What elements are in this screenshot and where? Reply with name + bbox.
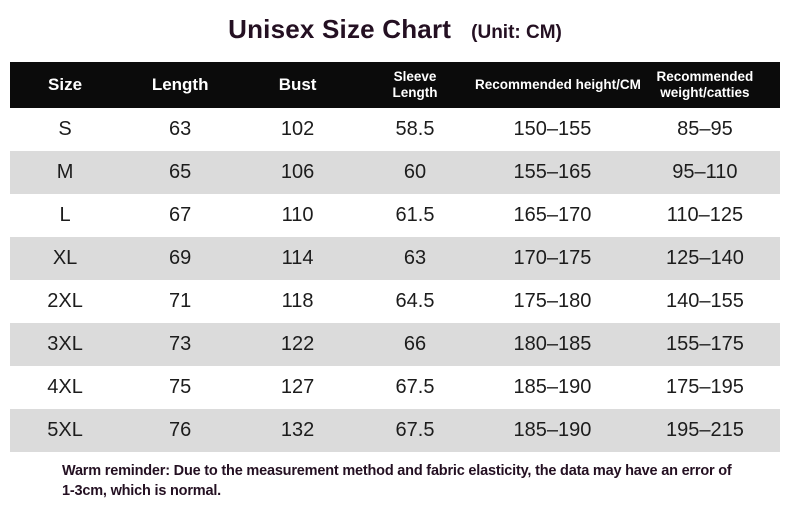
value-cell: 122 <box>280 333 315 355</box>
size-cell: 3XL <box>47 333 83 355</box>
value-cell: 185–190 <box>513 419 592 441</box>
size-chart-table: Size Length Bust Sleeve Length Recommended h… <box>10 62 780 452</box>
value-cell: 175–180 <box>513 290 592 312</box>
value-cell: 106 <box>280 161 315 183</box>
value-cell: 175–195 <box>665 376 744 398</box>
column-header-label: Recommended weight/catties <box>656 69 754 100</box>
size-cell: 4XL <box>47 376 83 398</box>
table-row-s: S 63 102 58.5 150–155 85–95 <box>10 108 780 151</box>
value-cell: 155–165 <box>513 161 592 183</box>
table-row-l: L 67 110 61.5 165–170 110–125 <box>10 194 780 237</box>
table-row-xl: XL 69 114 63 170–175 125–140 <box>10 237 780 280</box>
size-cell: 5XL <box>47 419 83 441</box>
value-cell: 69 <box>169 247 192 269</box>
value-cell: 102 <box>280 118 315 140</box>
column-header-label: Recommended height/CM <box>475 77 641 93</box>
value-cell: 180–185 <box>513 333 592 355</box>
value-cell: 73 <box>169 333 192 355</box>
chart-unit-label: (Unit: CM) <box>471 22 562 43</box>
table-row-3xl: 3XL 73 122 66 180–185 155–175 <box>10 323 780 366</box>
value-cell: 125–140 <box>665 247 744 269</box>
value-cell: 140–155 <box>665 290 744 312</box>
value-cell: 165–170 <box>513 204 592 226</box>
value-cell: 155–175 <box>665 333 744 355</box>
column-header-size: Size <box>10 62 121 108</box>
value-cell: 60 <box>403 161 427 183</box>
chart-title: Unisex Size Chart <box>228 14 452 44</box>
column-header-recommended-height-cm: Recommended height/CM <box>475 62 641 108</box>
value-cell: 71 <box>169 290 192 312</box>
column-header-bust: Bust <box>240 62 355 108</box>
value-cell: 67 <box>169 204 192 226</box>
column-header-length: Length <box>120 62 241 108</box>
value-cell: 66 <box>403 333 427 355</box>
value-cell: 63 <box>169 118 192 140</box>
value-cell: 195–215 <box>665 419 744 441</box>
column-header-label: Bust <box>278 75 317 95</box>
column-header-label: Length <box>151 75 209 95</box>
table-row-5xl: 5XL 76 132 67.5 185–190 195–215 <box>10 409 780 452</box>
value-cell: 65 <box>169 161 192 183</box>
value-cell: 110–125 <box>666 204 744 226</box>
value-cell: 63 <box>403 247 427 269</box>
size-cell: L <box>59 204 71 226</box>
value-cell: 170–175 <box>513 247 592 269</box>
value-cell: 64.5 <box>395 290 435 312</box>
column-header-label: Sleeve Length <box>392 69 438 100</box>
column-header-recommended-weight-catties: Recommended weight/catties <box>629 62 780 108</box>
value-cell: 95–110 <box>672 161 738 183</box>
value-cell: 127 <box>280 376 315 398</box>
table-header-row: Size Length Bust Sleeve Length Recommended h… <box>10 62 780 108</box>
size-cell: M <box>56 161 74 183</box>
value-cell: 118 <box>281 290 314 312</box>
value-cell: 110 <box>281 204 314 226</box>
warm-reminder-note: Warm reminder: Due to the measurement me… <box>62 463 732 500</box>
value-cell: 114 <box>281 247 314 269</box>
table-row-m: M 65 106 60 155–165 95–110 <box>10 151 780 194</box>
value-cell: 67.5 <box>395 419 435 441</box>
value-cell: 185–190 <box>513 376 592 398</box>
value-cell: 75 <box>169 376 192 398</box>
value-cell: 150–155 <box>513 118 592 140</box>
value-cell: 132 <box>280 419 315 441</box>
column-header-label: Size <box>48 75 83 95</box>
value-cell: 76 <box>169 419 192 441</box>
value-cell: 67.5 <box>395 376 435 398</box>
value-cell: 58.5 <box>395 118 435 140</box>
size-cell: 2XL <box>47 290 83 312</box>
table-row-2xl: 2XL 71 118 64.5 175–180 140–155 <box>10 280 780 323</box>
column-header-sleeve-length: Sleeve Length <box>354 62 476 108</box>
value-cell: 85–95 <box>677 118 733 140</box>
page-title: Unisex Size Chart (Unit: CM) <box>0 14 790 48</box>
size-cell: XL <box>52 247 78 269</box>
size-cell: S <box>58 118 72 140</box>
value-cell: 61.5 <box>395 204 435 226</box>
table-row-4xl: 4XL 75 127 67.5 185–190 175–195 <box>10 366 780 409</box>
